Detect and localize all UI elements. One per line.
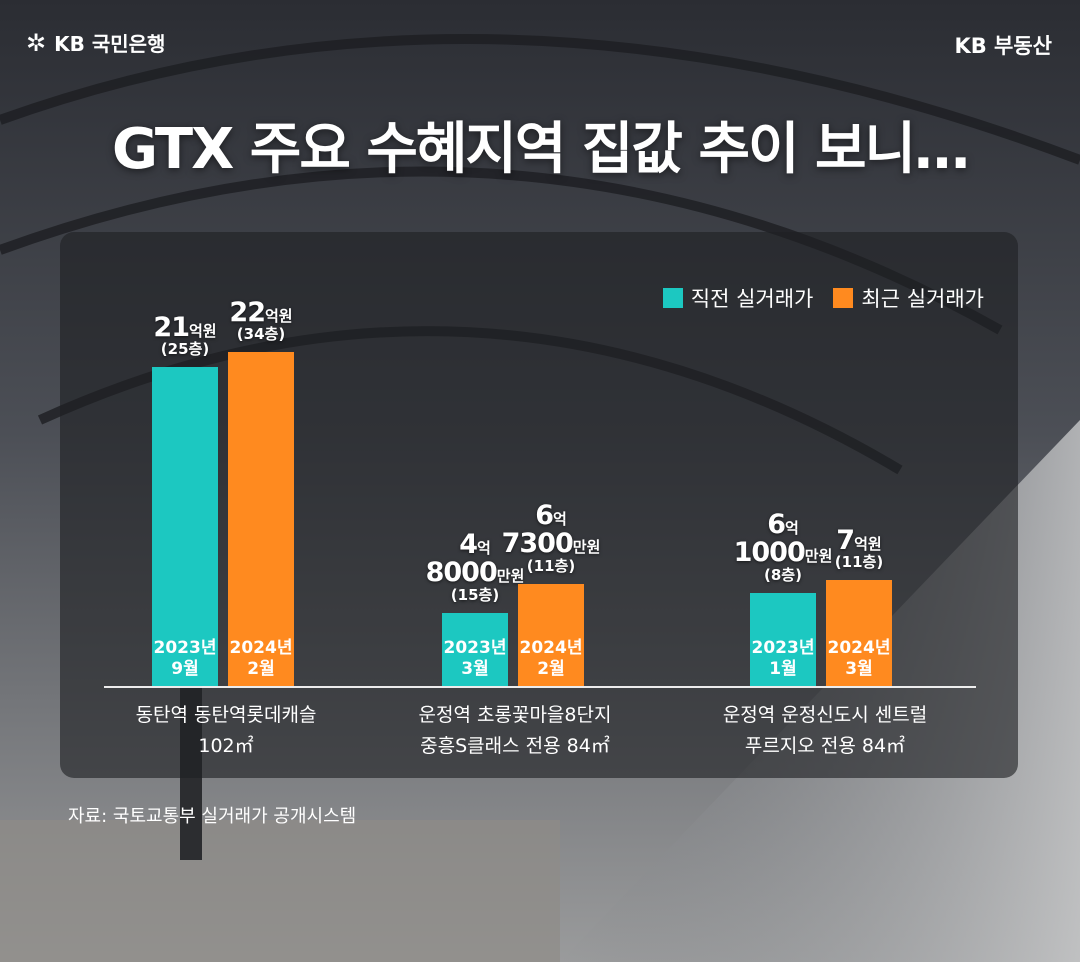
bar-value-label: 22억원 (34층) <box>229 297 293 344</box>
chart-legend: 직전 실거래가 최근 실거래가 <box>662 283 984 313</box>
kb-star-icon: ✲ <box>26 28 47 57</box>
legend-swatch-previous <box>662 288 683 308</box>
category-label-line1: 운정역 운정신도시 센트럴 <box>722 704 928 726</box>
bar-value-label: 21억원 (25층) <box>153 312 217 359</box>
legend-item-previous: 직전 실거래가 <box>662 283 814 313</box>
category-label-line2: 중흥S클래스 전용 84㎡ <box>420 735 610 757</box>
bar-previous-2: 2023년 1월 <box>750 593 816 686</box>
bar-recent-0: 2024년 2월 <box>228 352 294 686</box>
category-label-line2: 102㎡ <box>198 735 254 757</box>
kb-real-estate-brand: KB 부동산 <box>954 34 1052 58</box>
category-label-line1: 동탄역 동탄역롯데캐슬 <box>135 704 317 726</box>
bar-previous-1: 2023년 3월 <box>442 613 508 686</box>
legend-label-previous: 직전 실거래가 <box>690 287 814 311</box>
bar-date-label: 2024년 2월 <box>229 638 293 679</box>
bar-date-label: 2023년 1월 <box>751 638 815 679</box>
bar-value-label: 7억원 (11층) <box>834 525 884 572</box>
category-label-chorong: 운정역 초롱꽃마을8단지 중흥S클래스 전용 84㎡ <box>375 700 655 762</box>
bar-value-label: 6억 1000만원 (8층) <box>733 509 833 584</box>
category-label-line1: 운정역 초롱꽃마을8단지 <box>418 704 612 726</box>
bar-date-label: 2023년 9월 <box>153 638 217 679</box>
bar-recent-2: 2024년 3월 <box>826 580 892 686</box>
category-label-line2: 푸르지오 전용 84㎡ <box>744 735 906 757</box>
category-label-centrallpuru: 운정역 운정신도시 센트럴 푸르지오 전용 84㎡ <box>680 700 970 762</box>
bar-value-label: 6억 7300만원 (11층) <box>501 500 601 575</box>
legend-swatch-recent <box>833 288 854 308</box>
kb-bank-logo: ✲ KB 국민은행 <box>26 28 165 57</box>
x-axis-line <box>104 686 976 688</box>
category-label-dongtan: 동탄역 동탄역롯데캐슬 102㎡ <box>86 700 366 762</box>
bar-previous-0: 2023년 9월 <box>152 367 218 686</box>
legend-item-recent: 최근 실거래가 <box>833 283 984 313</box>
source-note: 자료: 국토교통부 실거래가 공개시스템 <box>68 806 357 827</box>
bar-date-label: 2023년 3월 <box>443 638 507 679</box>
bar-date-label: 2024년 3월 <box>827 638 891 679</box>
kb-bank-name: KB 국민은행 <box>54 32 166 56</box>
bar-value-label: 4억 8000만원 (15층) <box>425 529 525 604</box>
bar-date-label: 2024년 2월 <box>519 638 583 679</box>
bar-recent-1: 2024년 2월 <box>518 584 584 686</box>
page-title: GTX 주요 수혜지역 집값 추이 보니… <box>111 117 970 182</box>
legend-label-recent: 최근 실거래가 <box>861 287 984 311</box>
